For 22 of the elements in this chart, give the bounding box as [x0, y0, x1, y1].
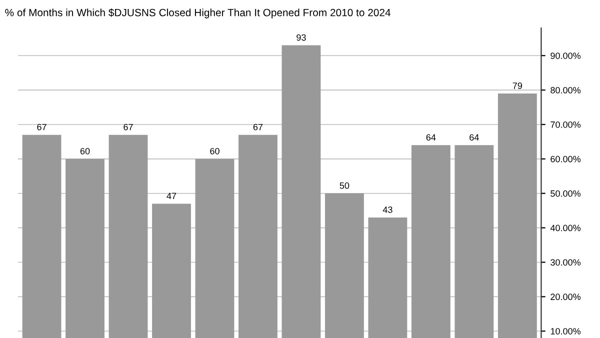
- y-tick-label: 70.00%: [550, 121, 581, 128]
- data-label: 47: [166, 192, 176, 200]
- y-tick-label: 10.00%: [550, 328, 581, 334]
- data-label: 64: [470, 134, 479, 141]
- y-tick-label: 90.00%: [550, 52, 581, 59]
- y-tick-label: 50.00%: [550, 190, 581, 197]
- data-label: 67: [37, 124, 46, 130]
- y-tick-label: 20.00%: [550, 294, 581, 300]
- data-label: 64: [426, 134, 436, 141]
- data-label: 67: [253, 124, 263, 130]
- y-tick-label: 60.00%: [550, 156, 581, 162]
- data-label: 93: [296, 34, 306, 41]
- data-label: 50: [340, 182, 350, 189]
- y-tick-label: 80.00%: [550, 87, 581, 94]
- y-tick-label: 40.00%: [550, 224, 581, 232]
- chart-title: % of Months in Which $DJUSNS Closed Higher Than It Opened From 2010 to 2024: [5, 8, 390, 18]
- y-tick-label: 30.00%: [550, 259, 581, 266]
- data-label: 79: [512, 82, 522, 89]
- data-label: 60: [210, 148, 220, 154]
- data-label: 60: [80, 148, 90, 154]
- data-label: 67: [124, 124, 133, 130]
- data-label: 43: [382, 206, 392, 213]
